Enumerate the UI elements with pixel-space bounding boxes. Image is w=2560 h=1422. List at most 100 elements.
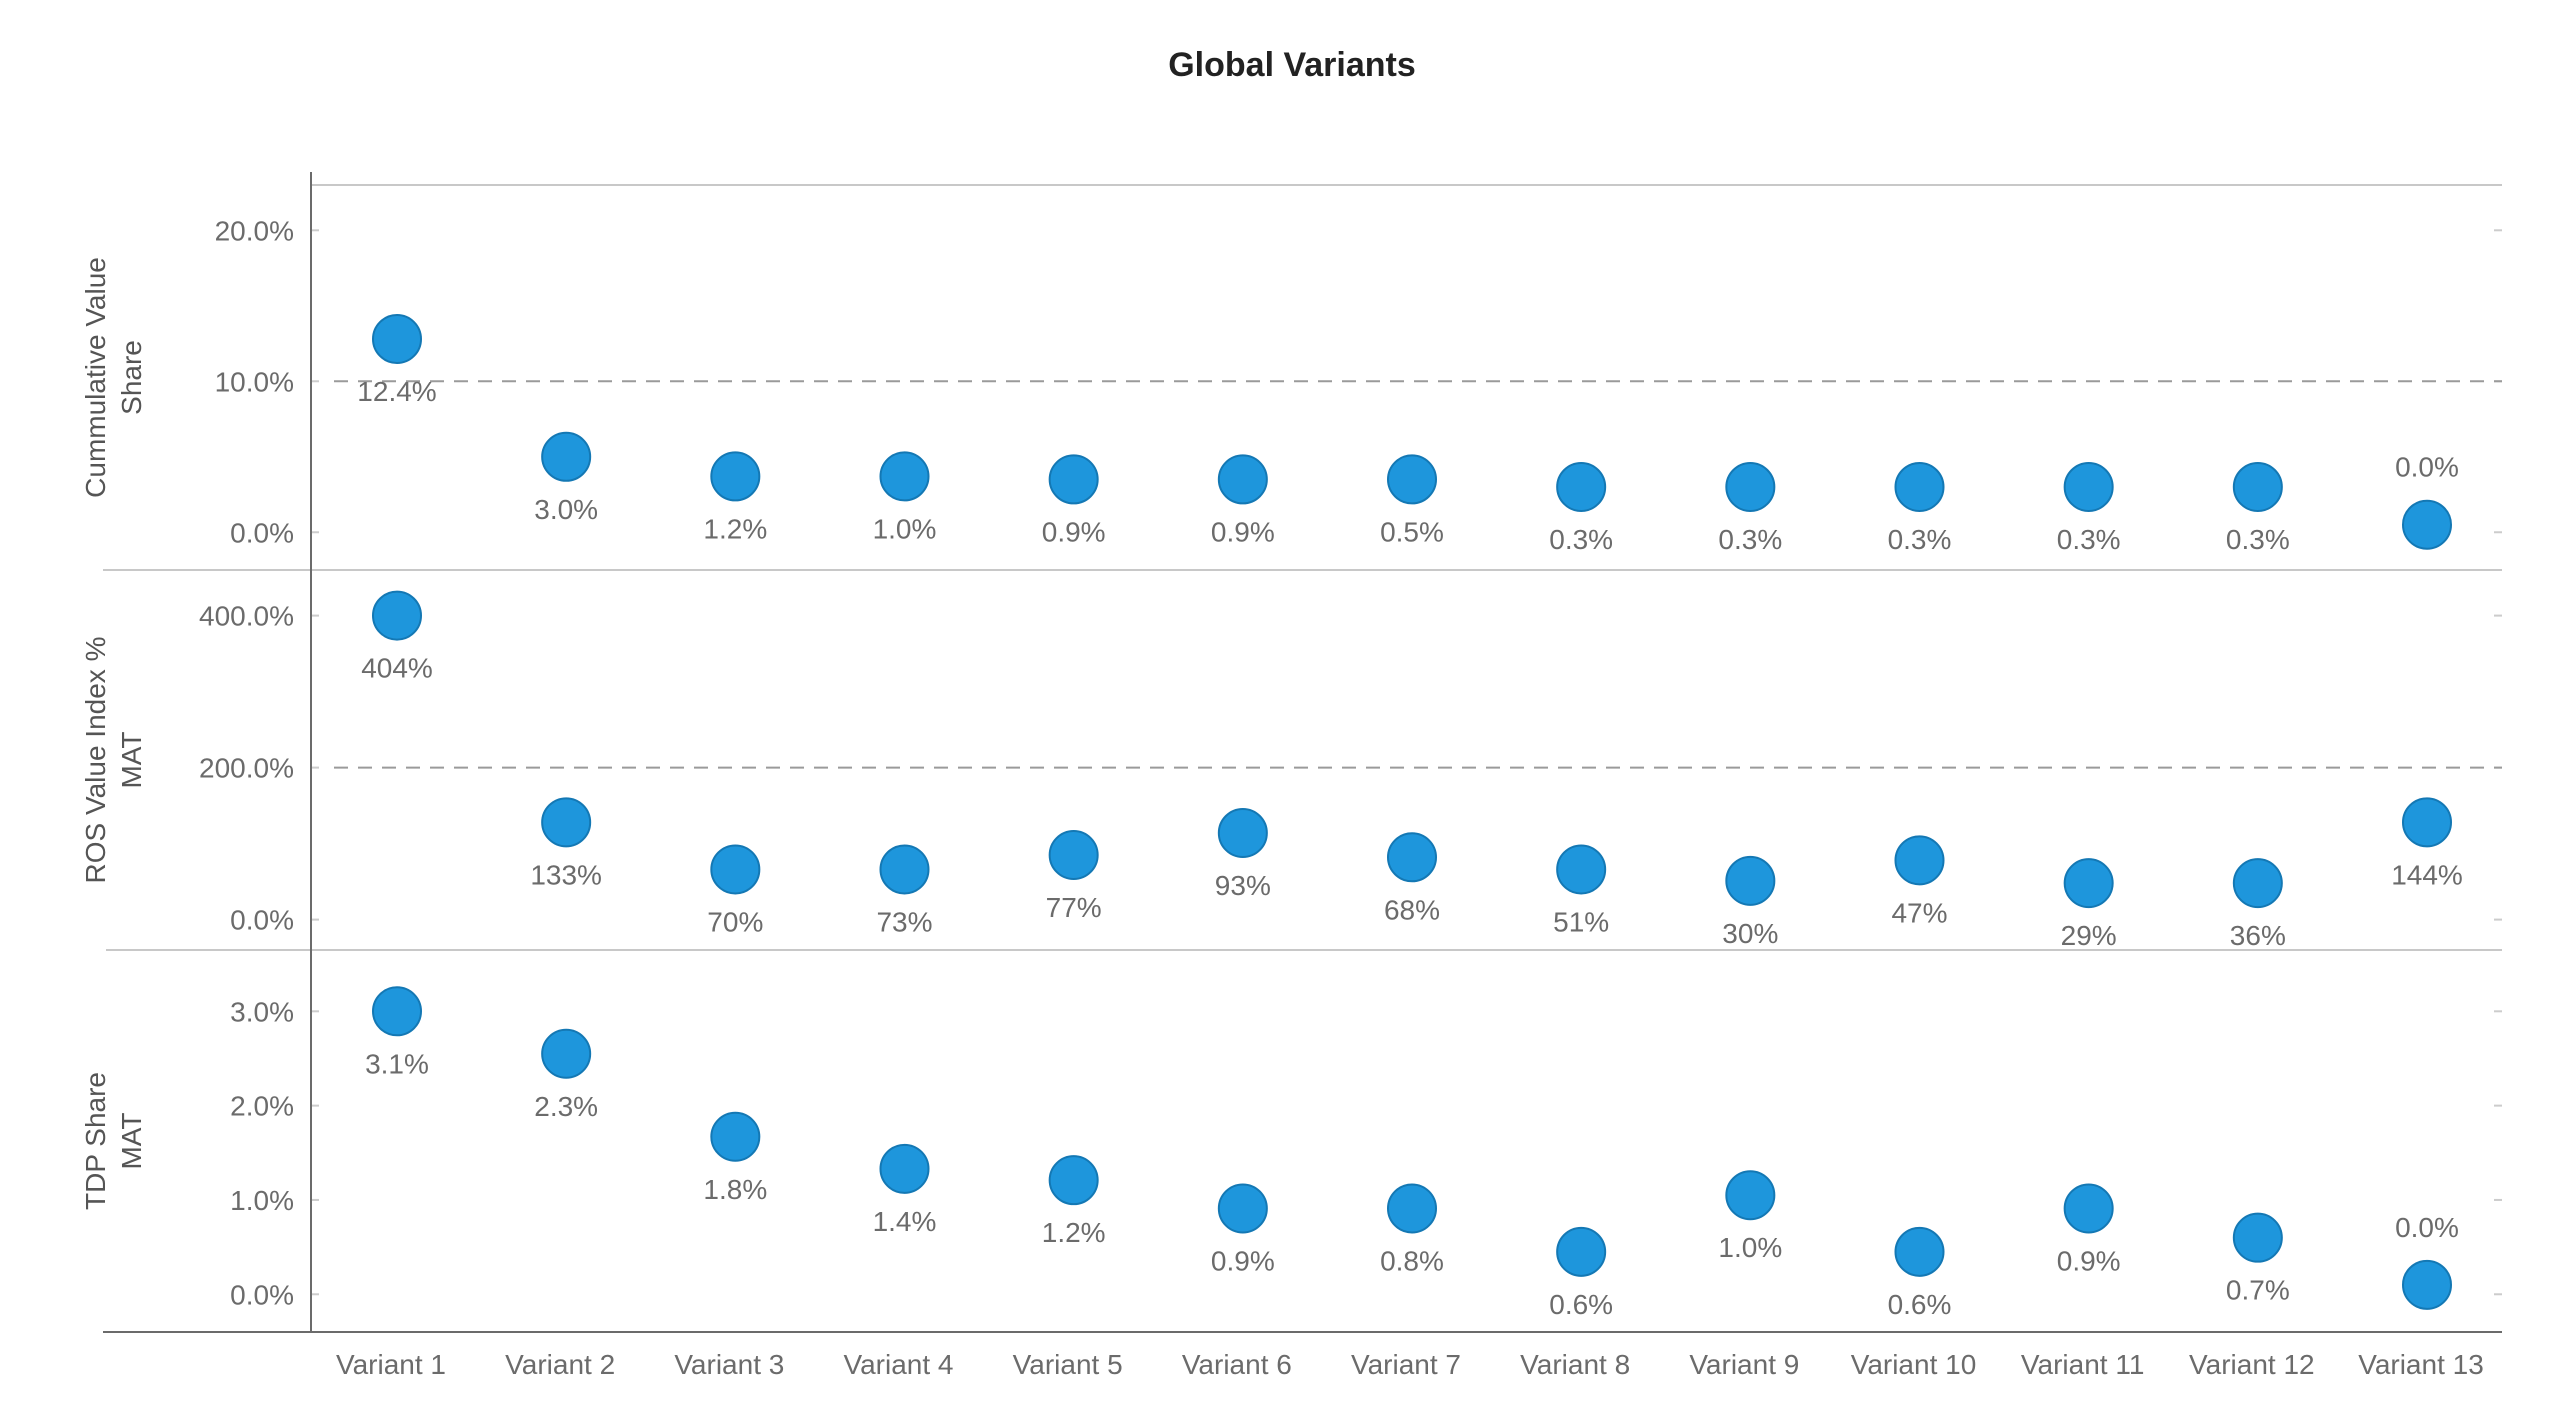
y-tick-label: 20.0% <box>215 215 294 246</box>
y-axis-label-line: Cummulative Value <box>80 257 111 498</box>
data-point-variant-8 <box>1556 1226 1607 1277</box>
data-point-variant-13 <box>2402 1259 2452 1310</box>
data-point-variant-10 <box>1894 1226 1945 1277</box>
data-point-variant-13 <box>2402 499 2452 550</box>
data-label: 0.9% <box>1211 1245 1275 1276</box>
x-tick-label: Variant 1 <box>336 1349 446 1380</box>
data-point-variant-9 <box>1725 855 1776 906</box>
panel-3: 0.0% 1.0% 2.0% 3.0% TDP Share MAT 3.1% 2.3% 1.8%… <box>80 986 2502 1333</box>
y-axis-label: ROS Value Index % MAT <box>80 637 147 884</box>
data-label: 0.0% <box>2395 1212 2459 1243</box>
data-point-variant-5 <box>1048 830 1099 880</box>
x-tick-label: Variant 8 <box>1520 1349 1630 1380</box>
data-point-variant-6 <box>1217 807 1268 858</box>
data-point-variant-7 <box>1387 454 1437 505</box>
data-point-variant-8 <box>1556 844 1607 895</box>
y-axis-label-line: TDP Share <box>80 1072 111 1210</box>
data-label: 47% <box>1891 897 1947 928</box>
data-label: 0.8% <box>1380 1245 1444 1276</box>
data-point-variant-10 <box>1894 835 1945 886</box>
data-point-variant-11 <box>2063 1183 2114 1234</box>
data-point-variant-13 <box>2402 797 2452 848</box>
data-label: 1.4% <box>873 1206 937 1237</box>
data-label: 1.0% <box>873 513 937 544</box>
y-axis-label-line: MAT <box>116 731 147 788</box>
data-point-variant-6 <box>1217 1183 1268 1234</box>
data-point-variant-5 <box>1048 1155 1099 1206</box>
data-point-variant-10 <box>1894 461 1945 512</box>
data-point-variant-12 <box>2232 858 2283 909</box>
y-tick-label: 3.0% <box>230 996 294 1027</box>
data-label: 77% <box>1046 892 1102 923</box>
data-label: 3.0% <box>534 494 598 525</box>
chart-panels: 0.0% 10.0% 20.0% Cummulative Value Share 12.4… <box>80 184 2502 1333</box>
data-point-variant-9 <box>1725 1170 1776 1221</box>
data-label: 70% <box>707 906 763 937</box>
y-axis-label-line: ROS Value Index % <box>80 637 111 884</box>
y-tick-label: 0.0% <box>230 905 294 936</box>
data-point-variant-6 <box>1217 454 1268 505</box>
data-label: 29% <box>2061 920 2117 951</box>
data-point-variant-2 <box>541 1028 592 1079</box>
x-tick-label: Variant 3 <box>674 1349 784 1380</box>
y-tick-label: 10.0% <box>215 366 294 397</box>
data-label: 3.1% <box>365 1048 429 1079</box>
data-point-variant-11 <box>2063 461 2114 512</box>
data-label: 68% <box>1384 894 1440 925</box>
data-point-variant-4 <box>879 844 930 895</box>
data-point-variant-9 <box>1725 461 1776 512</box>
data-label: 0.6% <box>1549 1289 1613 1320</box>
x-tick-label: Variant 2 <box>505 1349 615 1380</box>
data-label: 0.3% <box>1888 524 1952 555</box>
data-point-variant-5 <box>1048 454 1099 505</box>
data-label: 0.9% <box>2057 1245 2121 1276</box>
x-tick-label: Variant 12 <box>2189 1349 2315 1380</box>
data-point-variant-3 <box>710 844 761 895</box>
data-label: 2.3% <box>534 1091 598 1122</box>
data-point-variant-11 <box>2063 858 2114 909</box>
data-point-variant-7 <box>1387 1183 1437 1234</box>
x-tick-label: Variant 7 <box>1351 1349 1461 1380</box>
panel-2: 0.0% 200.0% 400.0% ROS Value Index % MAT 404%… <box>80 590 2502 951</box>
x-tick-label: Variant 4 <box>844 1349 954 1380</box>
data-label: 1.0% <box>1718 1232 1782 1263</box>
data-point-variant-2 <box>541 797 592 848</box>
data-label: 0.0% <box>2395 452 2459 483</box>
data-point-variant-1 <box>372 590 422 641</box>
data-label: 1.2% <box>703 513 767 544</box>
y-tick-label: 1.0% <box>230 1185 294 1216</box>
data-label: 51% <box>1553 906 1609 937</box>
data-label: 0.3% <box>1718 524 1782 555</box>
data-label: 0.9% <box>1042 516 1106 547</box>
x-tick-label: Variant 13 <box>2358 1349 2484 1380</box>
y-axis-label: TDP Share MAT <box>80 1072 147 1210</box>
data-label: 0.5% <box>1380 516 1444 547</box>
panel-1: 0.0% 10.0% 20.0% Cummulative Value Share 12.4… <box>80 184 2502 571</box>
data-label: 73% <box>876 906 932 937</box>
data-label: 0.9% <box>1211 516 1275 547</box>
x-tick-label: Variant 11 <box>2021 1349 2144 1380</box>
data-label: 133% <box>530 859 602 890</box>
y-axis-label-line: Share <box>116 340 147 415</box>
data-point-variant-2 <box>541 431 592 482</box>
x-tick-label: Variant 6 <box>1182 1349 1292 1380</box>
y-axis-label-line: MAT <box>116 1112 147 1169</box>
x-axis-categories: Variant 1 Variant 2 Variant 3 Variant 4 Vari… <box>336 1349 2484 1380</box>
x-tick-label: Variant 10 <box>1851 1349 1977 1380</box>
x-tick-label: Variant 5 <box>1013 1349 1123 1380</box>
data-label: 93% <box>1215 870 1271 901</box>
data-point-variant-4 <box>879 451 930 502</box>
data-point-variant-3 <box>710 1111 761 1162</box>
data-label: 0.3% <box>2226 524 2290 555</box>
data-point-variant-12 <box>2232 461 2283 512</box>
data-label: 404% <box>361 653 433 684</box>
data-point-variant-7 <box>1387 832 1437 883</box>
data-point-variant-1 <box>372 986 422 1037</box>
data-label: 1.8% <box>703 1174 767 1205</box>
data-label: 30% <box>1722 918 1778 949</box>
data-label: 0.7% <box>2226 1275 2290 1306</box>
y-axis-label: Cummulative Value Share <box>80 257 147 498</box>
data-label: 1.2% <box>1042 1217 1106 1248</box>
data-label: 12.4% <box>357 376 436 407</box>
